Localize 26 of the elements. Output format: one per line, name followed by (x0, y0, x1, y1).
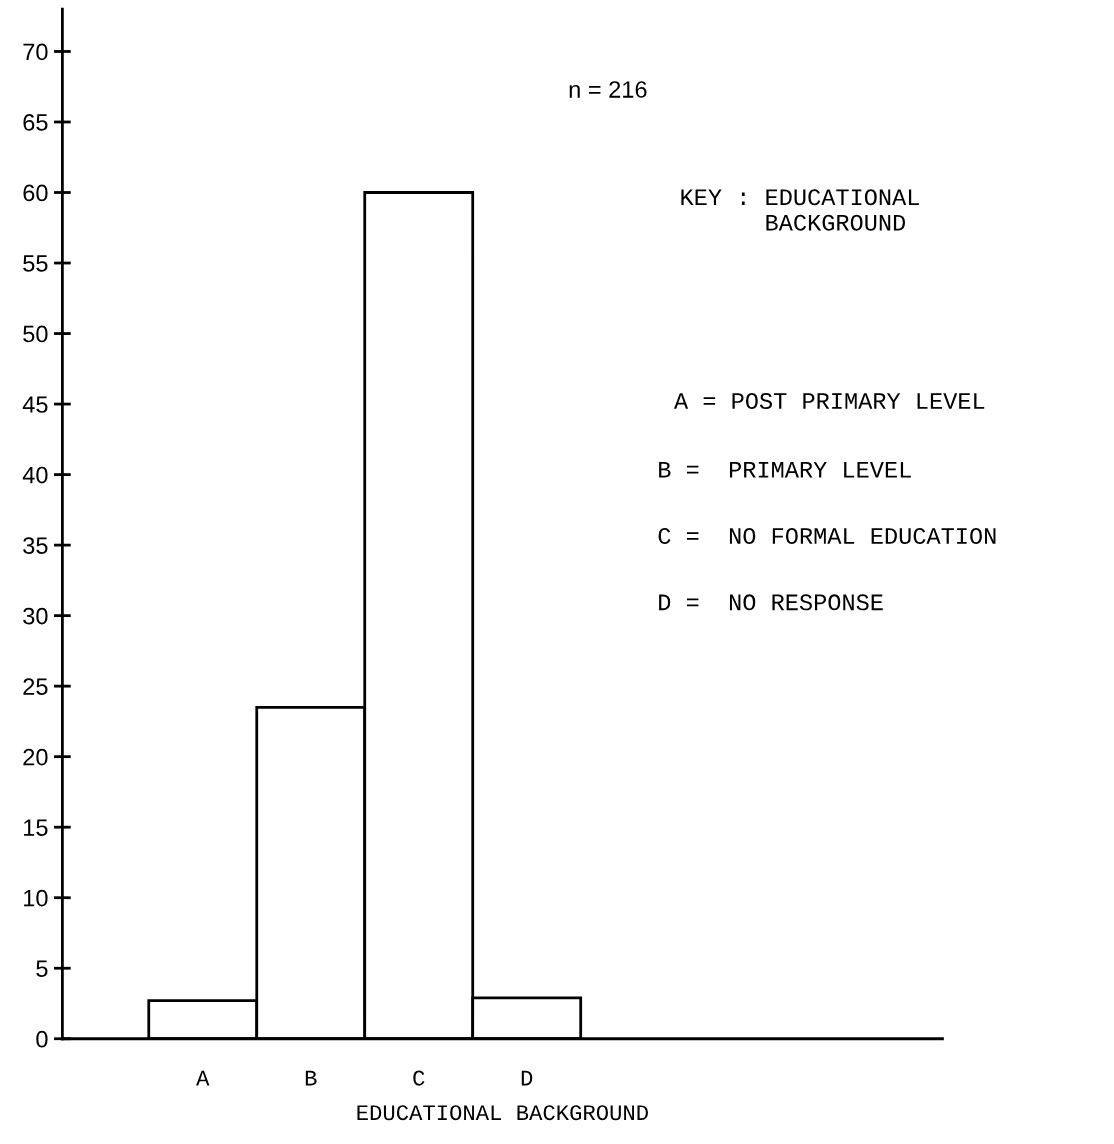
y-tick-label: 30 (23, 607, 48, 625)
x-tick-label: D (521, 1070, 533, 1086)
x-axis-title: EDUCATIONAL BACKGROUND (357, 1105, 648, 1121)
text: A = POST PRIMARY LEVEL (673, 393, 985, 410)
y-tick-label: 20 (23, 748, 48, 766)
x-tick-label: B (305, 1070, 317, 1086)
annotation: n = 216 (569, 81, 647, 98)
y-tick-label: 65 (23, 114, 48, 131)
y-tick-label: 60 (23, 184, 48, 202)
y-tick-label: 25 (23, 678, 48, 695)
y-tick-label: 45 (22, 396, 48, 413)
x-tick-label: A (196, 1070, 210, 1086)
y-tick-label: 10 (24, 889, 48, 907)
text: B = PRIMARY LEVEL (659, 461, 911, 478)
text: C = NO FORMAL EDUCATION (658, 527, 996, 545)
y-tick-label: 40 (22, 466, 48, 484)
x-tick-label: C (413, 1070, 425, 1086)
y-tick-label: 35 (23, 537, 48, 554)
y-tick-label: 70 (23, 43, 48, 61)
y-tick-label: 0 (36, 1030, 48, 1048)
text: KEY : EDUCATIONAL BACKGROUND (681, 189, 919, 231)
y-tick-label: 5 (36, 960, 48, 978)
y-tick-label: 55 (23, 255, 48, 272)
y-tick-label: 50 (23, 325, 48, 343)
text: D = NO RESPONSE (659, 594, 883, 611)
y-tick-label: 15 (24, 819, 48, 836)
